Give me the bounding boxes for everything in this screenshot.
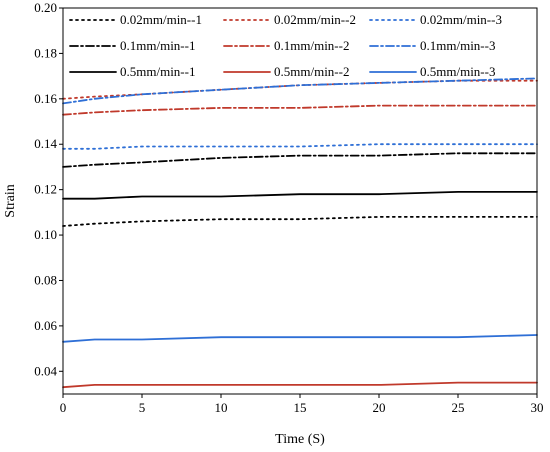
legend-label-1: 0.02mm/min--1 xyxy=(120,12,202,27)
x-tick-label: 15 xyxy=(294,400,307,415)
series-line-5 xyxy=(62,104,538,116)
x-tick-label: 0 xyxy=(60,400,67,415)
y-tick-label: 0.20 xyxy=(34,0,57,15)
x-tick-label: 20 xyxy=(373,400,386,415)
tick-labels: 0 5 10 15 20 25 30 0.04 0.06 0.08 0.10 0.12 0.14 0.16… xyxy=(34,0,543,415)
series-line-9 xyxy=(62,334,538,343)
x-tick-label: 25 xyxy=(452,400,465,415)
axes xyxy=(59,7,538,398)
y-tick-label: 0.08 xyxy=(34,272,57,287)
y-tick-label: 0.14 xyxy=(34,136,57,151)
series-line-1 xyxy=(62,216,538,227)
x-tick-label: 10 xyxy=(215,400,228,415)
y-tick-label: 0.18 xyxy=(34,45,57,60)
y-axis-title: Strain xyxy=(3,184,18,217)
legend-label-4: 0.1mm/min--1 xyxy=(120,38,195,53)
series-line-3 xyxy=(62,143,538,150)
legend-label-7: 0.5mm/min--1 xyxy=(120,64,195,79)
series-line-7 xyxy=(62,191,538,200)
legend-label-5: 0.1mm/min--2 xyxy=(274,38,349,53)
y-tick-label: 0.16 xyxy=(34,91,57,106)
y-tick-label: 0.10 xyxy=(34,227,57,242)
series-line-8 xyxy=(62,381,538,389)
legend-label-3: 0.02mm/min--3 xyxy=(420,12,502,27)
x-tick-label: 5 xyxy=(139,400,146,415)
x-axis-title: Time (S) xyxy=(275,432,325,447)
series-layer xyxy=(62,77,538,389)
legend: 0.02mm/min--1 0.02mm/min--2 0.02mm/min--3 0… xyxy=(69,12,502,79)
legend-label-2: 0.02mm/min--2 xyxy=(274,12,356,27)
y-tick-label: 0.04 xyxy=(34,363,57,378)
y-tick-label: 0.06 xyxy=(34,318,57,333)
series-line-4 xyxy=(62,152,538,168)
series-line-2 xyxy=(62,79,538,100)
y-tick-label: 0.12 xyxy=(34,182,57,197)
legend-label-9: 0.5mm/min--3 xyxy=(420,64,495,79)
series-line-6 xyxy=(62,77,538,105)
x-tick-label: 30 xyxy=(531,400,544,415)
legend-label-6: 0.1mm/min--3 xyxy=(420,38,495,53)
legend-label-8: 0.5mm/min--2 xyxy=(274,64,349,79)
